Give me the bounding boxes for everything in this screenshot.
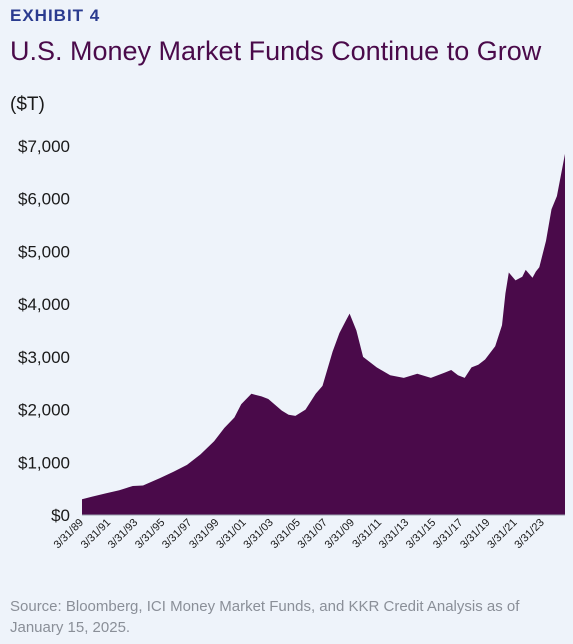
- y-tick-label: $6,000: [18, 190, 70, 209]
- unit-label: ($T): [10, 94, 45, 115]
- x-axis-ticks: 3/31/893/31/913/31/933/31/953/31/973/31/…: [52, 517, 547, 551]
- y-tick-label: $3,000: [18, 348, 70, 367]
- y-tick-label: $2,000: [18, 401, 70, 420]
- chart-title: U.S. Money Market Funds Continue to Grow: [10, 36, 542, 66]
- y-tick-label: $0: [51, 506, 70, 525]
- source-note: Source: Bloomberg, ICI Money Market Fund…: [10, 598, 520, 636]
- y-axis-ticks: $0 $1,000 $2,000 $3,000 $4,000 $5,000 $6,000 $7…: [18, 137, 70, 525]
- y-tick-label: $1,000: [18, 453, 70, 472]
- y-tick-label: $5,000: [18, 242, 70, 261]
- y-tick-label: $4,000: [18, 295, 70, 314]
- y-tick-label: $7,000: [18, 137, 70, 156]
- x-tick-label: 3/31/09: [323, 517, 357, 551]
- exhibit-label: EXHIBIT 4: [10, 6, 101, 25]
- x-tick-label: 3/31/23: [512, 517, 546, 551]
- money-market-area-chart: $0 $1,000 $2,000 $3,000 $4,000 $5,000 $6,000 $7…: [18, 137, 566, 551]
- area-layer: [81, 153, 566, 515]
- money-market-area-series: [82, 153, 565, 515]
